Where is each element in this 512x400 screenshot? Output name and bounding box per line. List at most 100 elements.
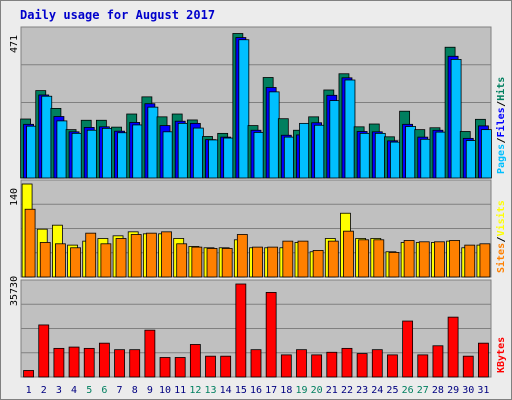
legend-separator-middle-1: / xyxy=(496,236,507,242)
bar-pages-day-8 xyxy=(132,124,144,179)
bar-sites-day-23 xyxy=(358,239,370,278)
bar-kbytes-day-8 xyxy=(129,349,141,378)
bar-sites-day-26 xyxy=(403,240,415,278)
x-tick-label-6: 6 xyxy=(101,385,107,396)
bar-pages-day-16 xyxy=(253,132,265,179)
bar-sites-day-1 xyxy=(24,208,36,278)
bar-pages-day-1 xyxy=(26,125,37,179)
y-max-label-top: 471 xyxy=(9,35,20,53)
bar-kbytes-day-11 xyxy=(174,357,186,378)
bar-kbytes-day-22 xyxy=(341,347,353,378)
x-tick-label-5: 5 xyxy=(86,385,92,396)
bar-kbytes-day-24 xyxy=(371,349,383,378)
legend-separator-top-2: / xyxy=(496,101,507,107)
bar-pages-day-27 xyxy=(420,138,432,179)
bar-pages-day-20 xyxy=(314,124,326,179)
x-tick-label-3: 3 xyxy=(56,385,62,396)
x-tick-label-20: 20 xyxy=(311,385,323,396)
x-tick-label-13: 13 xyxy=(204,385,216,396)
bar-sites-day-15 xyxy=(236,234,248,278)
bar-kbytes-day-4 xyxy=(68,346,80,378)
bar-kbytes-day-23 xyxy=(356,353,368,378)
bar-sites-day-21 xyxy=(327,240,339,278)
bar-kbytes-day-1 xyxy=(23,370,34,378)
bar-sites-day-12 xyxy=(191,246,203,278)
bar-pages-day-28 xyxy=(435,131,447,179)
bar-kbytes-day-2 xyxy=(38,324,50,378)
x-tick-label-15: 15 xyxy=(235,385,247,396)
bar-sites-day-14 xyxy=(221,248,233,278)
bar-pages-day-26 xyxy=(405,126,417,179)
bar-kbytes-day-6 xyxy=(98,342,110,378)
bar-sites-day-7 xyxy=(115,238,127,278)
bar-sites-day-30 xyxy=(464,244,476,278)
bar-kbytes-day-3 xyxy=(53,347,65,378)
bar-sites-day-27 xyxy=(418,241,430,278)
bar-sites-day-6 xyxy=(100,243,112,278)
x-tick-label-17: 17 xyxy=(265,385,277,396)
x-tick-label-10: 10 xyxy=(159,385,171,396)
bar-kbytes-day-19 xyxy=(296,349,307,378)
bar-sites-day-13 xyxy=(206,248,218,278)
bar-kbytes-day-27 xyxy=(417,354,429,378)
x-tick-label-24: 24 xyxy=(371,385,383,396)
x-tick-label-31: 31 xyxy=(477,385,489,396)
bar-sites-day-5 xyxy=(85,232,97,278)
x-tick-label-26: 26 xyxy=(402,385,414,396)
bar-kbytes-day-12 xyxy=(189,344,201,378)
bar-sites-day-20 xyxy=(312,250,324,278)
bar-pages-day-21 xyxy=(329,100,341,179)
bar-kbytes-day-21 xyxy=(326,351,338,378)
bar-sites-day-10 xyxy=(161,231,172,278)
bar-kbytes-day-31 xyxy=(478,342,489,378)
bar-kbytes-day-16 xyxy=(250,349,262,378)
x-tick-label-1: 1 xyxy=(26,385,32,396)
y-max-label-bottom: 35730 xyxy=(9,276,20,306)
bar-sites-day-19 xyxy=(297,240,309,278)
bar-kbytes-day-9 xyxy=(144,329,156,378)
bar-kbytes-day-13 xyxy=(205,355,216,378)
legend-files: Files xyxy=(495,107,507,137)
x-tick-label-18: 18 xyxy=(280,385,292,396)
bar-pages-day-30 xyxy=(465,140,477,179)
bar-pages-day-3 xyxy=(56,120,68,179)
bar-sites-day-25 xyxy=(388,252,400,278)
bar-pages-day-19 xyxy=(299,122,310,179)
x-tick-label-14: 14 xyxy=(220,385,232,396)
x-tick-label-11: 11 xyxy=(174,385,186,396)
bar-sites-day-16 xyxy=(252,246,263,278)
bar-kbytes-day-28 xyxy=(432,345,444,378)
x-tick-label-7: 7 xyxy=(117,385,123,396)
y-max-label-middle: 140 xyxy=(9,188,20,206)
bar-pages-day-25 xyxy=(390,141,401,179)
bar-pages-day-7 xyxy=(117,132,128,179)
x-tick-label-23: 23 xyxy=(356,385,368,396)
bar-pages-day-6 xyxy=(101,127,113,179)
x-tick-label-27: 27 xyxy=(417,385,429,396)
bar-kbytes-day-15 xyxy=(235,283,247,378)
bar-pages-day-23 xyxy=(359,132,371,179)
legend-pages: Pages xyxy=(496,144,507,174)
legend-hits: Hits xyxy=(495,77,507,101)
x-tick-label-4: 4 xyxy=(71,385,77,396)
x-tick-label-2: 2 xyxy=(41,385,47,396)
bar-sites-day-9 xyxy=(145,232,157,278)
legend-kbytes: KBytes xyxy=(496,337,507,373)
bar-sites-day-22 xyxy=(343,230,354,278)
legend-separator-top-1: / xyxy=(496,137,507,143)
bar-sites-day-8 xyxy=(130,234,142,278)
x-tick-label-12: 12 xyxy=(189,385,201,396)
bar-sites-day-29 xyxy=(449,240,460,278)
bar-kbytes-day-29 xyxy=(447,316,459,378)
bar-pages-day-4 xyxy=(71,132,83,179)
bar-kbytes-day-17 xyxy=(265,292,277,378)
bar-pages-day-10 xyxy=(162,131,174,179)
bar-sites-day-4 xyxy=(70,247,81,278)
x-tick-label-29: 29 xyxy=(447,385,459,396)
bar-pages-day-2 xyxy=(41,95,53,179)
bar-pages-day-9 xyxy=(147,106,159,179)
bar-kbytes-day-7 xyxy=(114,349,125,378)
x-tick-label-9: 9 xyxy=(147,385,153,396)
chart-title: Daily usage for August 2017 xyxy=(20,8,215,22)
